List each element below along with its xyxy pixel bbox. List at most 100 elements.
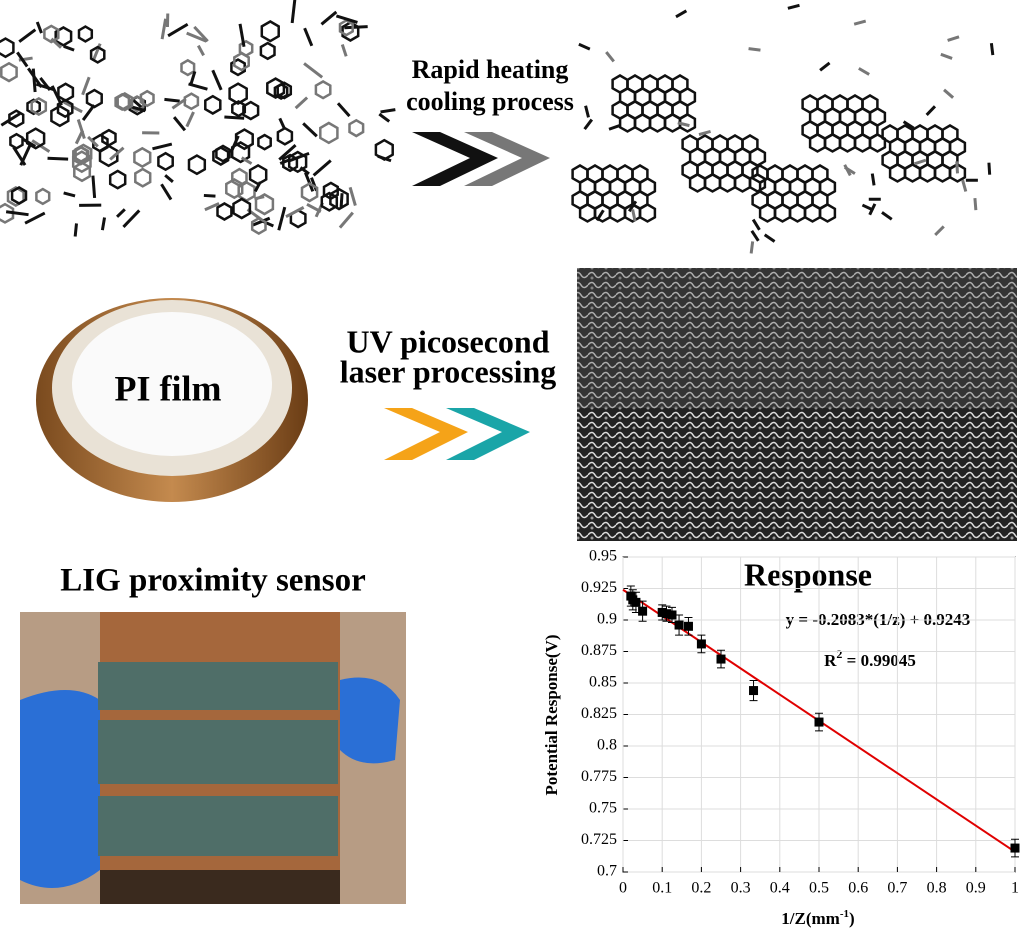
bond (296, 98, 307, 109)
bond (676, 11, 686, 17)
x-tick-label: 0.6 (848, 880, 868, 897)
y-tick-label: 0.825 (581, 705, 617, 722)
y-tick-label: 0.95 (589, 548, 617, 565)
bond (83, 105, 94, 120)
x-tick-label: 0.2 (691, 880, 711, 897)
bond (344, 27, 367, 28)
bond (213, 70, 221, 90)
bond (75, 223, 76, 236)
y-tick-label: 0.7 (597, 863, 617, 880)
bond (586, 106, 589, 118)
data-point (749, 686, 758, 695)
bond (123, 210, 139, 226)
bond (19, 30, 35, 42)
ring (320, 123, 337, 143)
bond (48, 158, 69, 159)
bond (342, 44, 346, 56)
data-point (697, 639, 706, 648)
x-tick-label: 0.5 (809, 880, 829, 897)
molecule-amorphous (0, 0, 395, 236)
bond (161, 184, 171, 199)
bond (948, 37, 959, 41)
bond (279, 207, 285, 230)
y-tick-label: 0.85 (589, 674, 617, 691)
sensor-photo (20, 612, 406, 904)
bond (168, 24, 188, 36)
chart-title: Response (744, 556, 872, 592)
bond (606, 52, 614, 61)
bond (314, 160, 331, 175)
ring (205, 96, 220, 113)
bond (93, 44, 100, 61)
bond (341, 193, 342, 207)
y-tick-label: 0.775 (581, 768, 617, 785)
bond (882, 212, 892, 219)
ring (189, 156, 205, 174)
x-label: 1/Z(mm (781, 909, 840, 928)
ring (218, 204, 232, 220)
x-tick-label: 0.4 (770, 880, 790, 897)
bond (872, 174, 874, 186)
step-label: cooling process (406, 87, 574, 116)
ring (234, 199, 250, 218)
data-point (631, 598, 640, 607)
bond (93, 176, 95, 198)
bond (751, 241, 752, 253)
data-point (717, 655, 726, 664)
bond (975, 198, 976, 210)
ring (182, 60, 195, 75)
film-label: PI film (115, 368, 222, 408)
bond (174, 117, 185, 130)
bond (305, 28, 312, 46)
ring (110, 171, 125, 188)
bond (152, 144, 171, 149)
data-point (684, 622, 693, 631)
ring (278, 128, 292, 144)
bond (21, 144, 31, 165)
y-axis-label: Potential Response(V) (542, 634, 561, 795)
x-tick-label: 0.3 (731, 880, 751, 897)
bond (83, 77, 90, 95)
bond (102, 218, 104, 231)
ring (36, 189, 49, 204)
equation: y = -0.2083*(1/z) + 0.9243 (786, 610, 971, 629)
bond (989, 163, 990, 175)
bond (788, 5, 800, 8)
bond (37, 22, 41, 33)
bond (33, 69, 35, 92)
chart: Response y = -0.2083*(1/z) + 0.9243 R2 =… (542, 548, 1020, 928)
bond (579, 44, 590, 49)
bond (292, 0, 295, 23)
ring (1, 63, 16, 81)
bond (749, 49, 761, 51)
bond (585, 120, 592, 130)
bond (963, 180, 966, 192)
y-tick-label: 0.875 (581, 642, 617, 659)
bond (699, 131, 711, 134)
bond (340, 213, 353, 228)
bond (254, 197, 264, 199)
bond (189, 84, 208, 89)
ring (250, 165, 266, 184)
x-label-power: -1 (840, 908, 849, 920)
y-tick-label: 0.8 (597, 737, 617, 754)
bond (6, 212, 28, 215)
x-label-end: ) (849, 909, 855, 928)
bond (752, 231, 759, 241)
x-tick-label: 0.9 (966, 880, 986, 897)
bond (927, 106, 935, 115)
data-point (1011, 844, 1020, 853)
bond (609, 125, 620, 129)
bond (204, 195, 216, 196)
bond (76, 130, 82, 143)
bond (64, 193, 75, 196)
molecule-graphene (573, 5, 993, 253)
x-tick-label: 1 (1011, 880, 1019, 897)
bond (162, 19, 166, 39)
ring (820, 205, 835, 222)
ring (350, 120, 364, 136)
ring (330, 189, 347, 209)
y-tick-label: 0.75 (589, 800, 617, 817)
ring (158, 153, 172, 170)
